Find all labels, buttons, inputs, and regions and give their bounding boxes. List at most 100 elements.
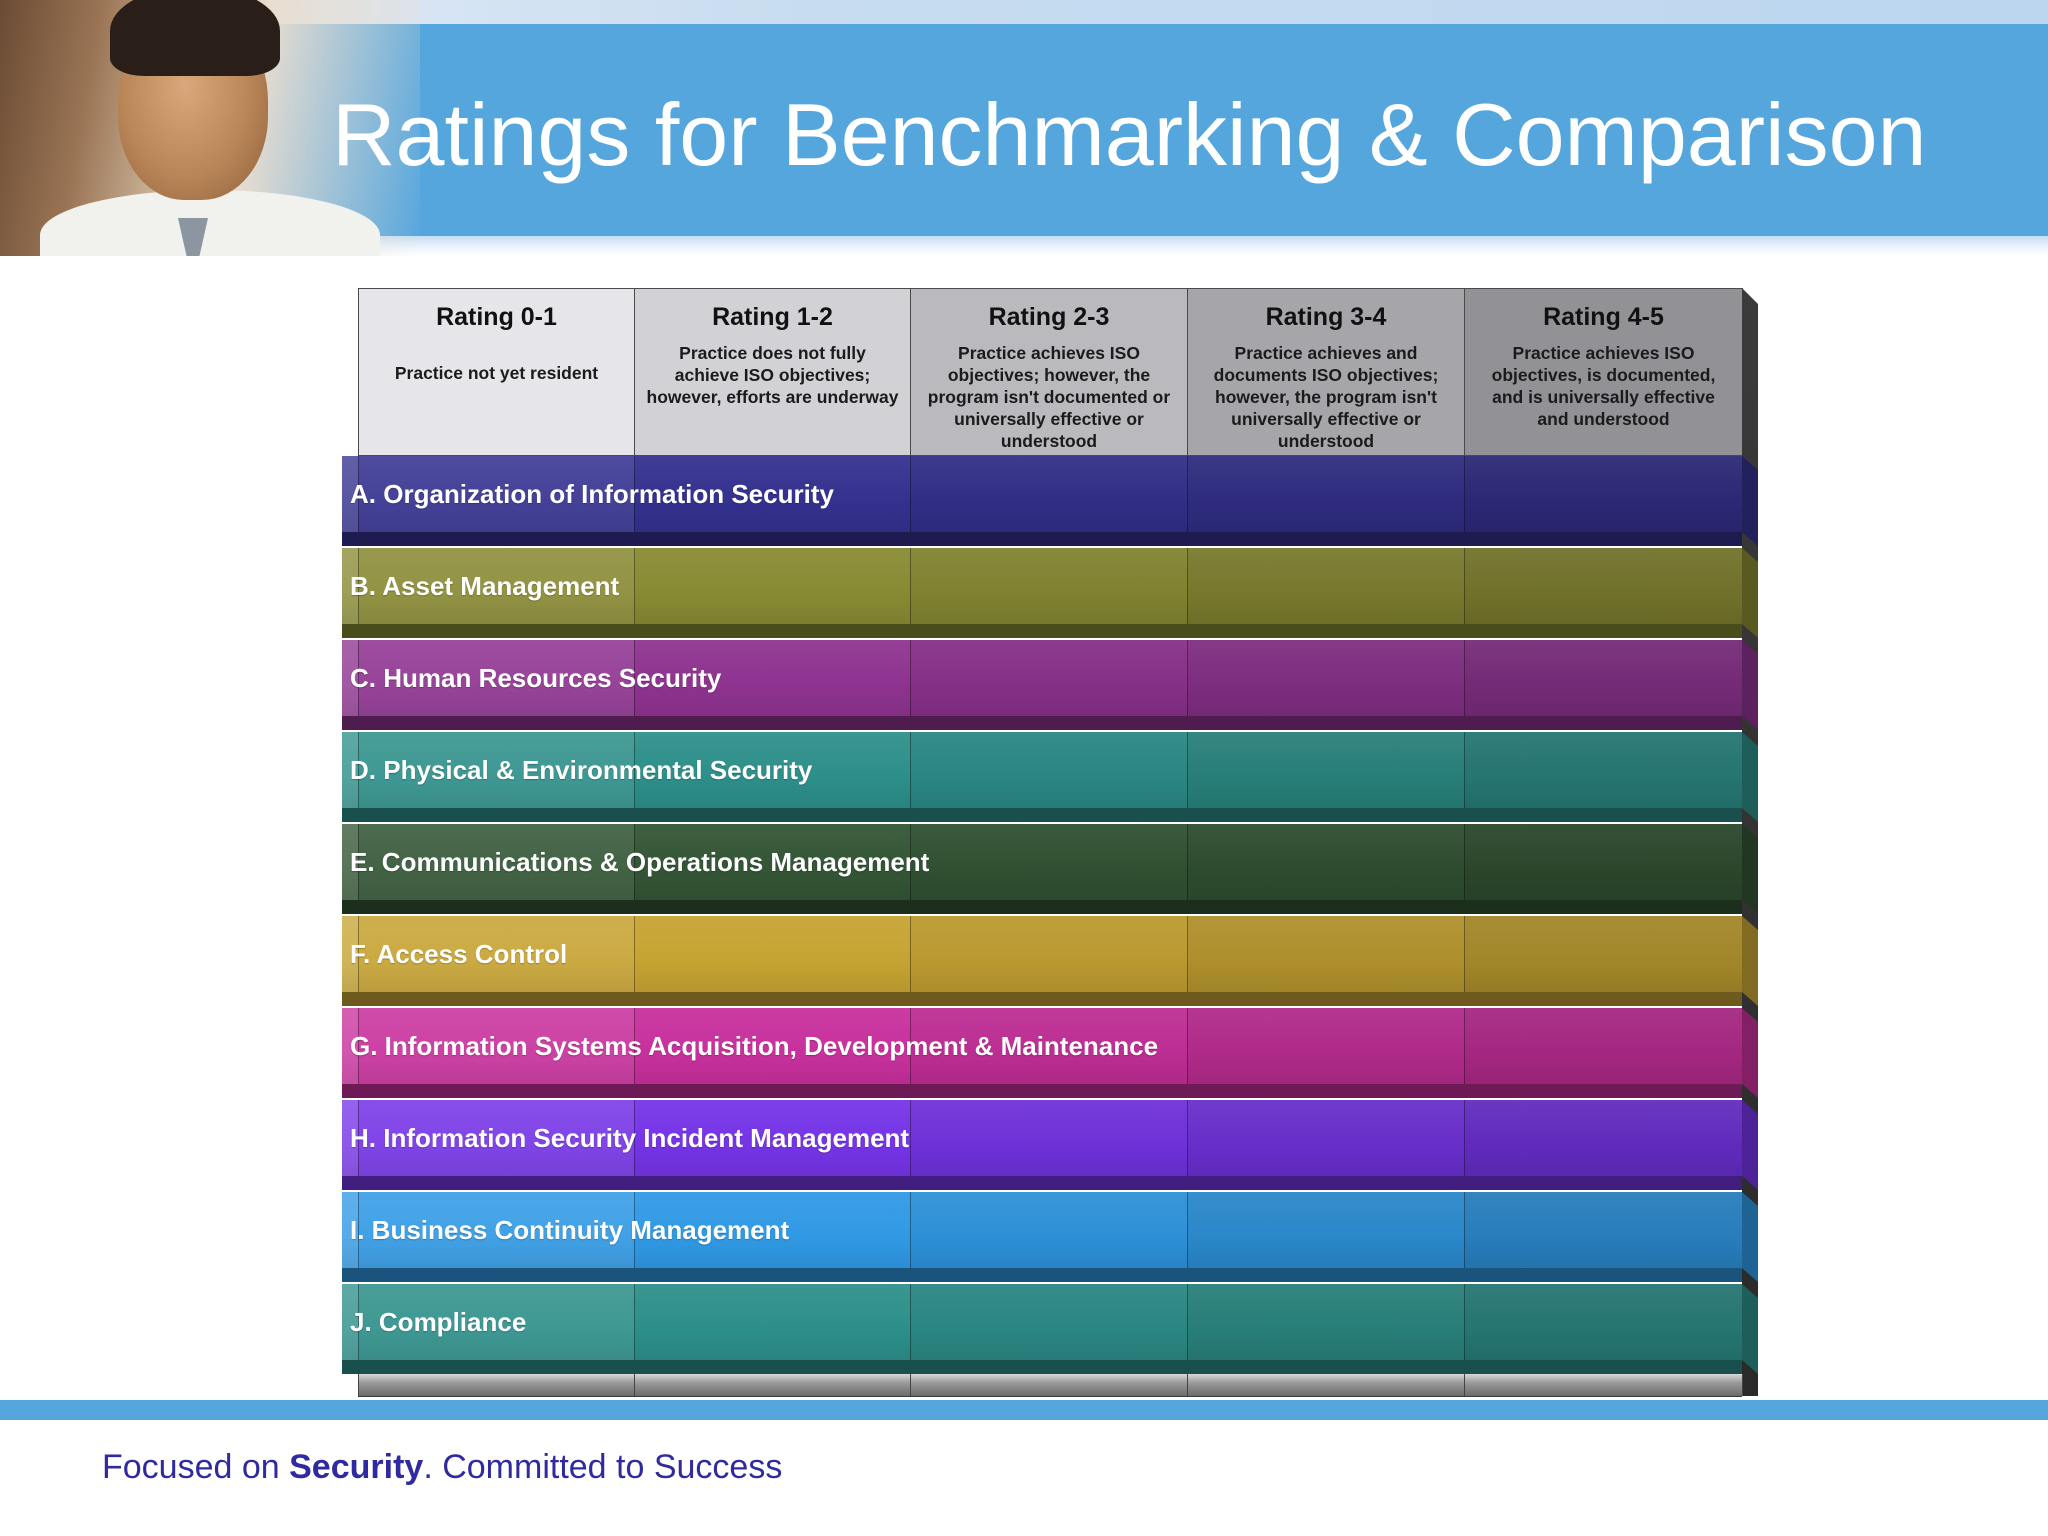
column-divider [1464,1284,1465,1360]
column-divider [358,1284,359,1360]
column-divider [910,456,911,532]
category-row [342,732,1742,808]
row-label: B. Asset Management [350,571,620,601]
column-divider [910,548,911,624]
column-divider [1464,456,1465,532]
header-rating: Rating 3-4 [1265,303,1387,331]
header-description: Practice does not fully achieve ISO obje… [646,343,899,407]
column-divider [910,732,911,808]
row-segment [1187,732,1464,808]
row-segment [634,824,910,900]
row-end-cap [1742,824,1758,914]
row-segment [634,1008,910,1084]
header-description: Practice achieves ISO objectives; howeve… [927,343,1171,451]
column-divider [358,1192,359,1268]
row-end-cap [1742,456,1758,546]
row-end-cap [1742,640,1758,730]
presenter-photo [0,0,420,256]
row-segment [634,1100,910,1176]
row-segment [910,640,1187,716]
row-segment [1187,1008,1464,1084]
category-row [342,1100,1742,1176]
column-divider [1187,456,1188,532]
shelf-divider [1742,1374,1743,1396]
column-divider [358,824,359,900]
row-segment [342,456,358,532]
row-segment [342,824,358,900]
row-segment [358,824,634,900]
row-end-cap [1742,916,1758,1006]
row-segment [342,1008,358,1084]
header-col-4: Rating 3-4 Practice achieves and document… [1187,288,1465,456]
tagline-suffix: . Committed to Success [423,1448,783,1486]
header-rating: Rating 0-1 [436,303,557,331]
category-row [342,456,1742,532]
row-end-cap [1742,548,1758,638]
column-divider [634,824,635,900]
column-divider [358,548,359,624]
column-divider [634,732,635,808]
column-divider [1464,640,1465,716]
header-rating: Rating 4-5 [1543,303,1664,331]
row-segment [1187,1284,1464,1360]
row-segment [910,732,1187,808]
row-underside [342,1176,1742,1190]
column-divider [1187,916,1188,992]
row-label: D. Physical & Environmental Security [350,755,813,785]
row-segment [1464,456,1742,532]
shelf-divider [910,1374,911,1396]
column-divider [358,1008,359,1084]
column-divider [358,456,359,532]
row-underside [342,808,1742,822]
column-divider [910,1100,911,1176]
row-segment [342,916,358,992]
photo-hair [110,0,280,76]
column-divider [1464,1100,1465,1176]
column-divider [910,824,911,900]
row-segment [358,1008,634,1084]
row-segment [910,456,1187,532]
column-divider [1464,824,1465,900]
shelf-divider [358,1374,359,1396]
column-divider [1187,1192,1188,1268]
row-underside [342,624,1742,638]
column-divider [1187,824,1188,900]
row-segment [634,1192,910,1268]
row-underside [342,532,1742,546]
column-divider [1187,548,1188,624]
page-title: Ratings for Benchmarking & Comparison [332,85,1927,184]
row-segment [358,916,634,992]
column-divider [910,916,911,992]
column-divider [910,640,911,716]
column-divider [634,548,635,624]
row-segment [634,1284,910,1360]
row-segment [358,456,634,532]
column-divider [1464,732,1465,808]
shelf-divider [634,1374,635,1396]
row-segment [1464,824,1742,900]
row-segment [342,1100,358,1176]
row-segment [1464,1008,1742,1084]
column-divider [1464,1192,1465,1268]
header-rating: Rating 2-3 [988,303,1110,331]
row-segment [634,548,910,624]
row-underside [342,716,1742,730]
row-segment [910,1008,1187,1084]
row-segment [1187,1100,1464,1176]
row-end-cap [1742,732,1758,822]
footer-bar [0,1400,2048,1420]
row-segment [634,456,910,532]
header-description: Practice achieves ISO objectives, is doc… [1491,343,1716,429]
category-row [342,916,1742,992]
row-segment [342,1284,358,1360]
category-row [342,548,1742,624]
row-segment [910,916,1187,992]
row-segment [358,640,634,716]
row-segment [1464,548,1742,624]
row-segment [634,916,910,992]
row-segment [910,1100,1187,1176]
column-divider [1464,916,1465,992]
column-divider [1464,548,1465,624]
row-segment [1464,1100,1742,1176]
